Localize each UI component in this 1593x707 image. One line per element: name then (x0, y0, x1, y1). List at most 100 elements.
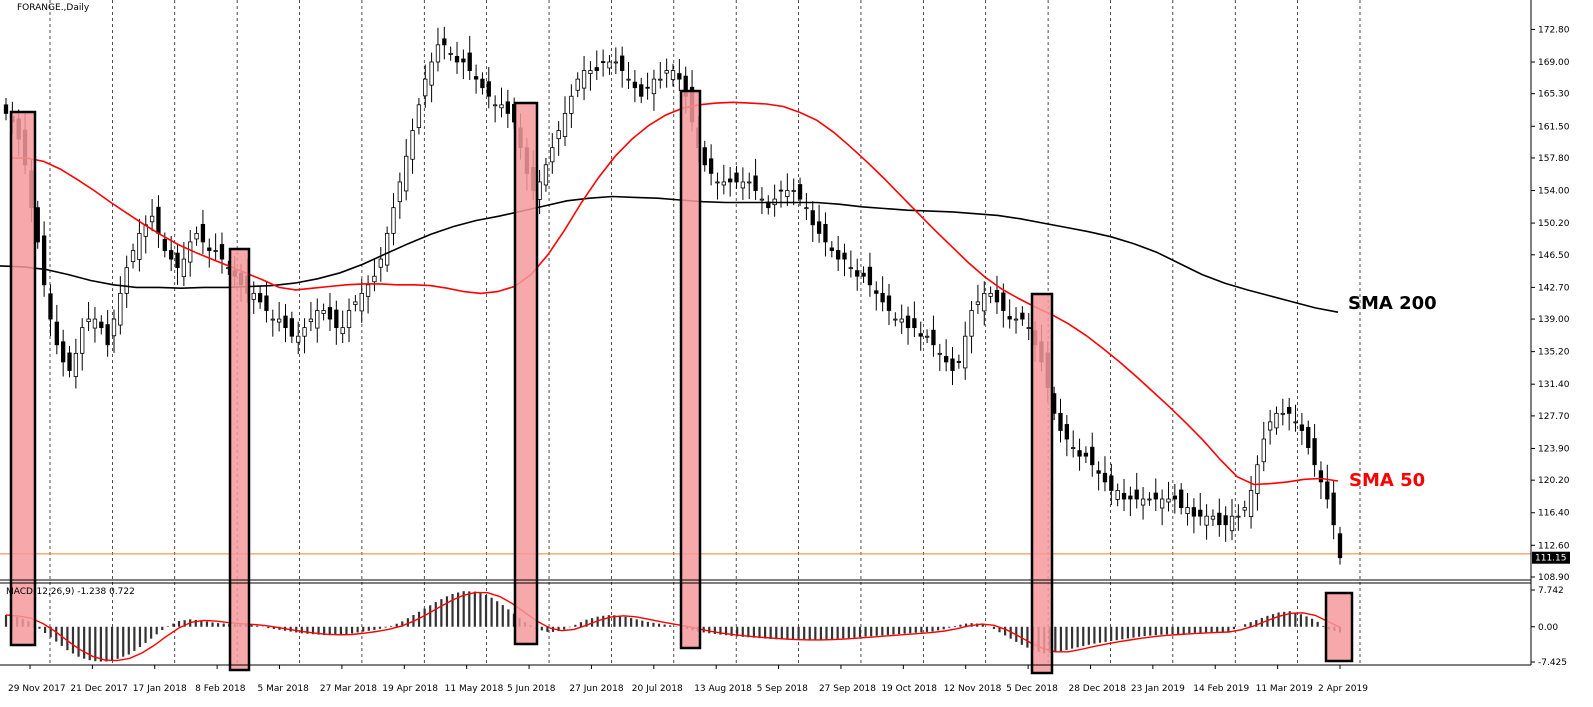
x-tick-label: 29 Nov 2017 (8, 684, 66, 694)
candle-body (581, 70, 587, 89)
candle-body (473, 76, 479, 80)
candle-body (264, 295, 269, 311)
candle-body (823, 223, 828, 243)
candle-body (1255, 464, 1260, 494)
candle-body (213, 250, 218, 252)
candle-body (67, 352, 72, 371)
candle-body (327, 307, 333, 320)
candle-body (1159, 498, 1165, 509)
candle-body (188, 241, 193, 263)
candle-body (1185, 507, 1190, 514)
candle-body (1083, 452, 1089, 457)
candle-body (1115, 490, 1120, 500)
candle-body (283, 315, 288, 329)
candle-body (499, 104, 504, 109)
sma200-line (0, 195, 1339, 313)
candle-body (937, 352, 942, 355)
candle-body (797, 184, 803, 200)
candle-body (1096, 470, 1101, 474)
candle-body (169, 250, 174, 260)
candle-body (492, 104, 498, 107)
candle-body (556, 130, 561, 140)
x-tick-label: 8 Feb 2018 (195, 684, 246, 694)
candle-body (702, 147, 707, 166)
candle-body (1128, 495, 1133, 500)
y-tick-label: 108.90 (1538, 573, 1570, 583)
candle-body (753, 175, 758, 191)
candle-body (1064, 424, 1069, 440)
candle-body (1242, 507, 1247, 511)
candle-body (1077, 450, 1082, 457)
candle-body (384, 232, 390, 266)
candle-body (918, 333, 923, 337)
candle-body (340, 327, 345, 335)
candle-body (950, 358, 955, 371)
candle-body (944, 355, 949, 363)
axes: 29 Nov 2017 21 Dec 2017 17 Jan 2018 8 Feb 2… (0, 0, 1570, 694)
candle-body (905, 315, 911, 329)
candle-body (99, 321, 104, 329)
candle-body (1191, 507, 1197, 517)
x-tick-label: 23 Jan 2019 (1131, 684, 1185, 694)
current-price-label: 111.15 (1535, 554, 1567, 564)
x-tick-label: 5 Dec 2018 (1006, 684, 1058, 694)
candle-body (861, 272, 866, 277)
candle-body (448, 53, 453, 55)
candle-body (41, 235, 47, 286)
candle-body (639, 84, 644, 97)
candle-body (372, 275, 377, 283)
candle-body (410, 130, 415, 160)
candle-body (740, 181, 746, 189)
y-tick-label: 165.30 (1538, 90, 1570, 100)
y-tick-label: 150.20 (1538, 219, 1570, 229)
candle-body (1318, 470, 1324, 483)
candle-body (975, 301, 981, 305)
candle-body (130, 250, 136, 263)
candle-body (912, 318, 917, 329)
candle-body (1337, 533, 1343, 559)
candle-body (804, 207, 809, 210)
candle-body (537, 181, 542, 200)
candle-body (848, 267, 854, 270)
candle-body (1261, 438, 1266, 463)
candle-body (467, 52, 472, 71)
macd-tick-label: 7.742 (1538, 586, 1564, 596)
candle-body (80, 327, 85, 354)
candle-body (73, 352, 79, 377)
x-tick-label: 2 Apr 2019 (1318, 684, 1368, 694)
candle-body (1026, 327, 1031, 330)
candle-body (486, 81, 491, 97)
y-tick-label: 157.80 (1538, 154, 1570, 164)
candle-body (461, 58, 466, 63)
candle-body (251, 292, 256, 300)
candle-body (728, 178, 733, 183)
candle-body (607, 61, 612, 69)
candle-body (874, 290, 879, 294)
candle-body (956, 361, 962, 363)
candle-body (747, 181, 752, 184)
candle-body (1140, 498, 1146, 506)
candle-body (715, 181, 720, 184)
candle-body (594, 67, 599, 71)
candle-body (1153, 492, 1158, 500)
candle-body (1204, 515, 1209, 526)
candle-body (219, 244, 225, 260)
candle-body (35, 207, 40, 243)
candle-body (315, 310, 320, 329)
candle-body (569, 95, 574, 114)
candle-body (92, 318, 98, 329)
x-tick-label: 19 Apr 2018 (382, 684, 438, 694)
candle-body (1001, 292, 1006, 311)
candle-body (994, 289, 1000, 303)
candle-body (391, 207, 396, 234)
x-tick-label: 27 Sep 2018 (819, 684, 876, 694)
candle-body (893, 318, 898, 321)
candle-body (1121, 493, 1127, 500)
candle-body (365, 284, 371, 297)
candle-body (48, 293, 53, 320)
candle-body (1248, 490, 1254, 517)
y-tick-label: 127.70 (1538, 412, 1570, 422)
candle-body (505, 101, 510, 114)
macd-tick-label: 0.00 (1538, 623, 1558, 633)
